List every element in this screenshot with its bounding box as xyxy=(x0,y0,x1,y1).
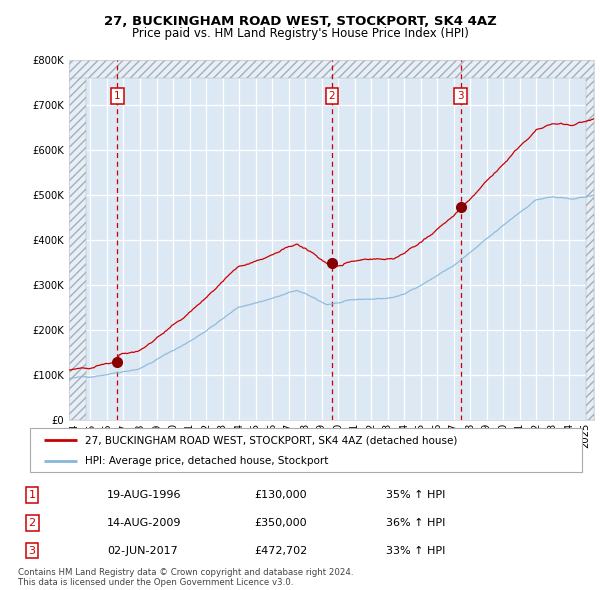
Text: 33% ↑ HPI: 33% ↑ HPI xyxy=(386,546,446,556)
Text: 02-JUN-2017: 02-JUN-2017 xyxy=(107,546,178,556)
Text: 1: 1 xyxy=(114,91,121,101)
Text: HPI: Average price, detached house, Stockport: HPI: Average price, detached house, Stoc… xyxy=(85,456,329,466)
Text: Contains HM Land Registry data © Crown copyright and database right 2024.
This d: Contains HM Land Registry data © Crown c… xyxy=(18,568,353,587)
FancyBboxPatch shape xyxy=(30,428,582,472)
Text: £350,000: £350,000 xyxy=(254,518,307,527)
Text: 14-AUG-2009: 14-AUG-2009 xyxy=(107,518,182,527)
Text: 19-AUG-1996: 19-AUG-1996 xyxy=(107,490,182,500)
Text: 27, BUCKINGHAM ROAD WEST, STOCKPORT, SK4 4AZ (detached house): 27, BUCKINGHAM ROAD WEST, STOCKPORT, SK4… xyxy=(85,435,458,445)
Text: £472,702: £472,702 xyxy=(254,546,307,556)
Text: 2: 2 xyxy=(29,518,36,527)
Text: 1: 1 xyxy=(29,490,35,500)
Text: 27, BUCKINGHAM ROAD WEST, STOCKPORT, SK4 4AZ: 27, BUCKINGHAM ROAD WEST, STOCKPORT, SK4… xyxy=(104,15,496,28)
Text: 3: 3 xyxy=(29,546,35,556)
Text: 2: 2 xyxy=(329,91,335,101)
Text: Price paid vs. HM Land Registry's House Price Index (HPI): Price paid vs. HM Land Registry's House … xyxy=(131,27,469,40)
Text: 35% ↑ HPI: 35% ↑ HPI xyxy=(386,490,446,500)
Text: 3: 3 xyxy=(457,91,464,101)
Text: 36% ↑ HPI: 36% ↑ HPI xyxy=(386,518,446,527)
Text: £130,000: £130,000 xyxy=(254,490,307,500)
